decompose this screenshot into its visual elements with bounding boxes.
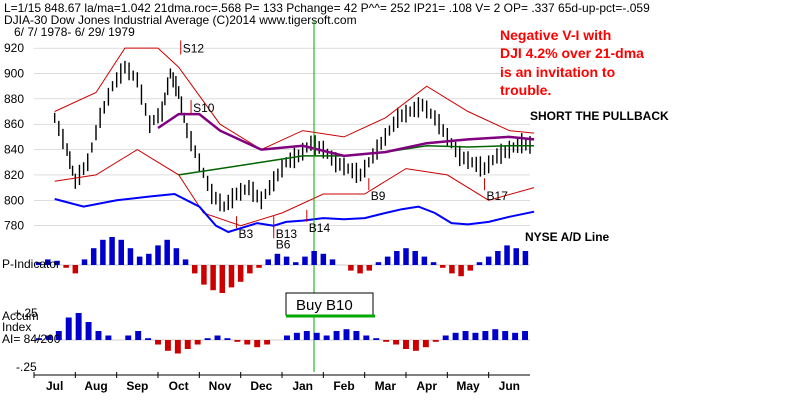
x-month-label-1: Aug — [84, 379, 107, 393]
signal-label-5: B13 — [276, 227, 298, 241]
x-month-label-10: May — [456, 379, 480, 393]
warning-annotation: Negative V-I with DJI 4.2% over 21-dma i… — [500, 27, 644, 98]
short-pullback-label: SHORT THE PULLBACK — [530, 109, 669, 123]
price-tick-label-5: 820 — [4, 168, 24, 182]
annotation-line-1: Negative V-I with — [500, 27, 611, 43]
nyse-ad-label: NYSE A/D Line — [525, 230, 610, 244]
price-y-axis: 920 900 880 860 840 820 800 780 — [4, 41, 24, 233]
signal-label-3: B17 — [487, 189, 509, 203]
x-month-label-6: Jan — [292, 379, 313, 393]
header-title: DJIA-30 Dow Jones Industrial Average (C)… — [4, 13, 357, 27]
header-date-range: 6/ 7/ 1978- 6/ 29/ 1979 — [14, 25, 135, 39]
price-tick-label-0: 920 — [4, 41, 24, 55]
accum-label-2: Index — [2, 320, 31, 334]
accum-tick-plus: +.25 — [14, 306, 38, 320]
signal-label-7: B14 — [309, 221, 331, 235]
price-tick-label-1: 900 — [4, 67, 24, 81]
p-indicator-histogram — [35, 237, 529, 293]
header-stats: L=1/15 848.67 la/ma=1.042 21dma.roc=.568… — [4, 1, 650, 15]
lower-band-line — [54, 149, 535, 227]
signal-label-4: B3 — [239, 227, 254, 241]
upper-band-line — [54, 47, 535, 151]
price-gridlines — [34, 47, 530, 226]
signal-label-0: S12 — [183, 41, 205, 55]
accum-label-3: AI= 84/200 — [2, 332, 61, 346]
x-month-label-11: Jun — [499, 379, 520, 393]
x-month-label-3: Oct — [169, 379, 189, 393]
moving-average-long-line — [157, 112, 535, 158]
price-tick-label-6: 800 — [4, 193, 24, 207]
x-month-label-4: Nov — [209, 379, 232, 393]
accum-tick-minus: -.25 — [16, 360, 37, 374]
nyse-ad-line — [54, 192, 535, 234]
x-month-label-8: Mar — [375, 379, 397, 393]
accum-index-histogram — [35, 313, 529, 354]
signal-label-1: S10 — [193, 101, 215, 115]
price-tick-label-3: 860 — [4, 117, 24, 131]
signal-label-6: B6 — [276, 237, 291, 251]
price-tick-label-2: 880 — [4, 92, 24, 106]
x-month-label-7: Feb — [333, 379, 354, 393]
price-tick-label-7: 780 — [4, 219, 24, 233]
annotation-line-3: is an invitation to — [500, 64, 615, 80]
x-axis-months: Jul Aug Sep Oct Nov Dec Jan Feb Mar Apr May Jun — [33, 372, 520, 393]
x-month-label-9: Apr — [416, 379, 437, 393]
price-bars — [53, 60, 531, 212]
p-indicator-label: P-Indicator — [2, 257, 60, 271]
accum-label-1: Accum — [2, 309, 39, 323]
annotation-line-4: trouble. — [500, 82, 551, 98]
signal-label-2: B9 — [371, 189, 386, 203]
buy-b10-label: Buy B10 — [296, 297, 353, 314]
annotation-line-2: DJI 4.2% over 21-dma — [500, 45, 644, 61]
price-tick-label-4: 840 — [4, 143, 24, 157]
x-month-label-2: Sep — [126, 379, 148, 393]
x-month-label-0: Jul — [46, 379, 63, 393]
x-month-label-5: Dec — [250, 379, 272, 393]
